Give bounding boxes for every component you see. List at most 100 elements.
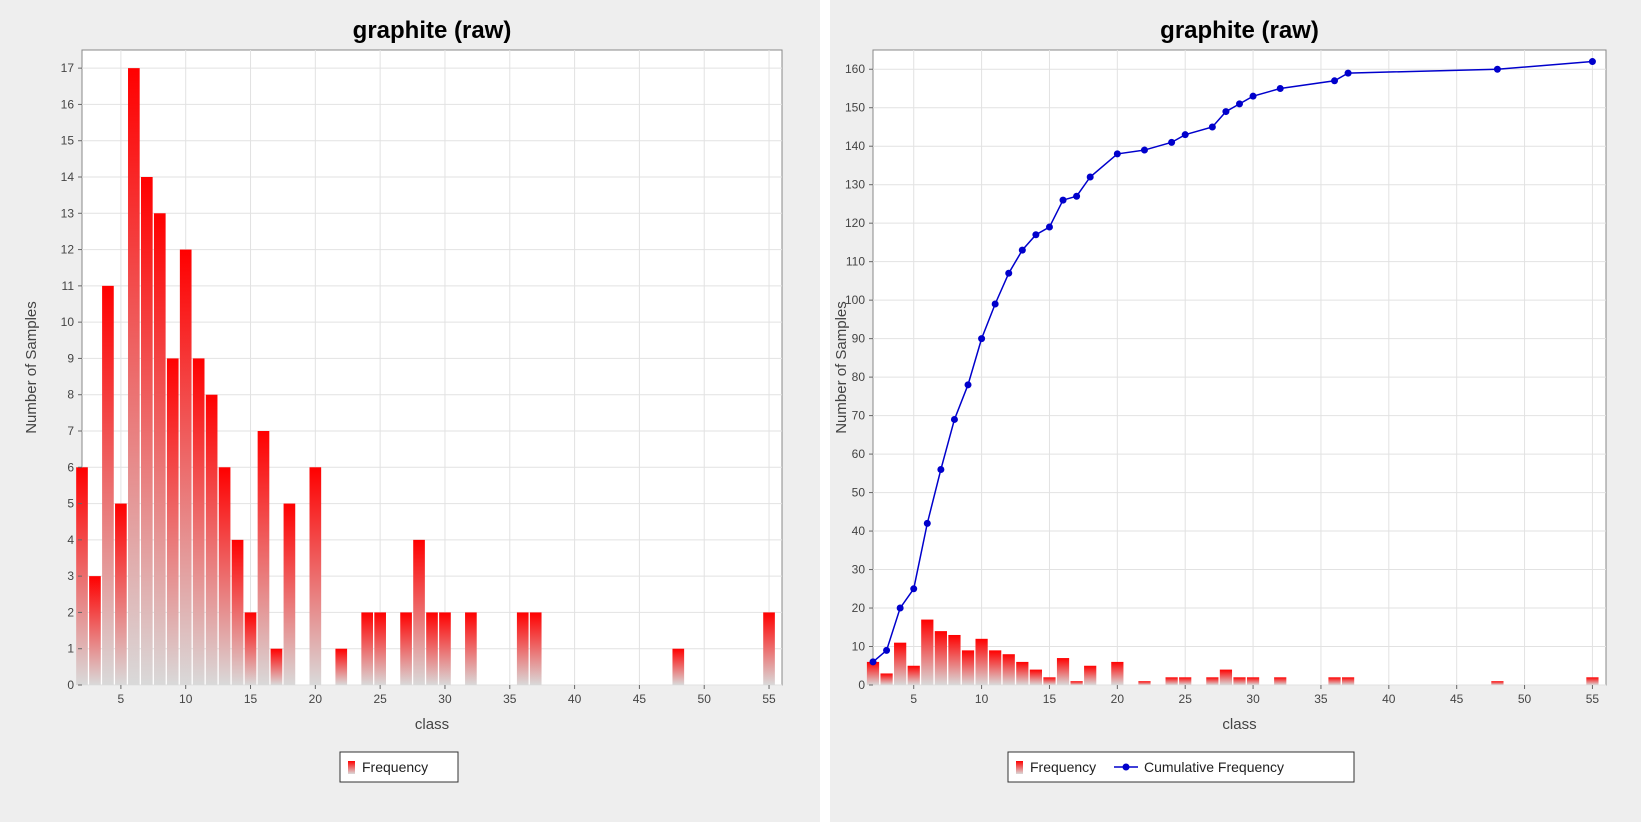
x-tick-label: 55 (762, 692, 776, 706)
cumulative-point (964, 381, 972, 389)
cumulative-point (910, 585, 918, 593)
y-tick-label: 120 (845, 216, 865, 230)
frequency-bar (1341, 677, 1355, 685)
cumulative-point (1222, 108, 1230, 116)
frequency-bar (934, 631, 947, 685)
frequency-bar (1219, 669, 1233, 685)
cumulative-point (1073, 192, 1081, 200)
frequency-bar (1056, 658, 1070, 685)
y-tick-label: 150 (845, 101, 865, 115)
x-tick-label: 45 (633, 692, 647, 706)
frequency-bar (205, 394, 218, 685)
x-tick-label: 10 (975, 692, 989, 706)
frequency-bar (1070, 681, 1083, 685)
frequency-bar (218, 467, 231, 685)
frequency-bar (1002, 654, 1015, 685)
frequency-bar (128, 68, 140, 685)
y-tick-label: 20 (852, 601, 866, 615)
frequency-bar (1233, 677, 1246, 685)
x-tick-label: 15 (244, 692, 258, 706)
x-tick-label: 50 (698, 692, 712, 706)
y-tick-label: 0 (67, 678, 74, 692)
cumulative-point (1249, 92, 1257, 100)
frequency-bar (1586, 677, 1599, 685)
frequency-bar (89, 576, 101, 685)
y-tick-label: 15 (61, 134, 75, 148)
y-tick-label: 4 (67, 533, 74, 547)
cumulative-point (1331, 77, 1339, 85)
cumulative-point (1045, 223, 1053, 231)
cumulative-point (1236, 100, 1243, 108)
cumulative-point (883, 646, 891, 654)
y-axis-label: Number of Samples (23, 301, 40, 434)
frequency-bar (1138, 681, 1151, 685)
x-axis-label: class (1222, 716, 1256, 733)
x-axis-label: class (415, 716, 449, 733)
x-tick-label: 20 (309, 692, 323, 706)
cumulative-chart: graphite (raw) 0 10 20 30 40 50 60 70 80 90 100 110 1… (833, 17, 1607, 783)
cumulative-point (937, 465, 945, 473)
y-tick-label: 50 (852, 486, 866, 500)
frequency-bar (921, 619, 934, 685)
y-tick-label: 90 (852, 332, 866, 346)
y-tick-label: 14 (61, 170, 75, 184)
x-tick-label: 25 (1179, 692, 1193, 706)
frequency-bar (361, 612, 374, 685)
cumulative-point (1208, 123, 1216, 131)
cumulative-point (978, 335, 986, 343)
frequency-bar (1084, 665, 1097, 685)
frequency-bar (1179, 677, 1192, 685)
frequency-bar (115, 503, 127, 685)
frequency-bar (244, 612, 257, 685)
y-tick-label: 10 (852, 640, 866, 654)
cumulative-point (1032, 231, 1040, 239)
y-tick-label: 60 (852, 447, 866, 461)
frequency-bar (102, 285, 114, 685)
y-tick-label: 0 (858, 678, 865, 692)
frequency-bar (672, 648, 685, 685)
frequency-bar (1206, 677, 1219, 685)
cumulative-line (872, 60, 1593, 663)
y-tick-label: 40 (852, 524, 866, 538)
y-tick-label: 7 (67, 424, 74, 438)
chart-title: graphite (raw) (353, 17, 512, 44)
y-tick-label: 17 (61, 61, 75, 75)
cumulative-point (1005, 269, 1013, 277)
frequency-bar (529, 612, 542, 685)
legend-entry-frequency: Frequency (362, 759, 428, 775)
y-tick-label: 16 (61, 97, 75, 111)
cumulative-point (1059, 196, 1067, 204)
cumulative-point (1168, 138, 1176, 146)
frequency-bar (880, 673, 893, 685)
frequency-bar (257, 431, 270, 685)
x-tick-label: 50 (1518, 692, 1532, 706)
legend-box (1007, 751, 1355, 783)
x-tick-label: 30 (1246, 692, 1260, 706)
y-tick-label: 12 (61, 243, 75, 257)
frequency-bar (374, 612, 386, 685)
y-tick-label: 110 (846, 255, 865, 269)
x-tick-label: 55 (1586, 692, 1600, 706)
legend-entry-cumulative: Cumulative Frequency (1144, 759, 1284, 775)
legend-bar-swatch (348, 761, 355, 774)
legend-bar-swatch (1016, 761, 1023, 774)
frequency-bar (763, 612, 775, 685)
frequency-bar (1274, 677, 1287, 685)
frequency-bar (270, 648, 283, 685)
cumulative-point (1086, 173, 1094, 181)
y-axis-label: Number of Samples (833, 301, 850, 434)
y-tick-label: 130 (845, 178, 865, 192)
cumulative-point (1113, 150, 1121, 158)
frequency-bar (1111, 661, 1124, 685)
y-tick-label: 1 (67, 642, 74, 656)
legend-point-swatch (1122, 763, 1130, 771)
frequency-bar (1246, 677, 1260, 685)
frequency-bar (192, 358, 205, 685)
frequency-bar (153, 213, 166, 686)
frequency-bar (1328, 677, 1341, 685)
histogram-panel: graphite (raw) 0 1 2 3 4 5 6 7 8 9 10 11 12 13 14 15 16 17… (0, 0, 820, 822)
y-tick-label: 160 (845, 62, 865, 76)
legend-entry-frequency: Frequency (1030, 759, 1096, 775)
cumulative-point (1018, 246, 1026, 254)
frequency-bar (866, 661, 880, 685)
